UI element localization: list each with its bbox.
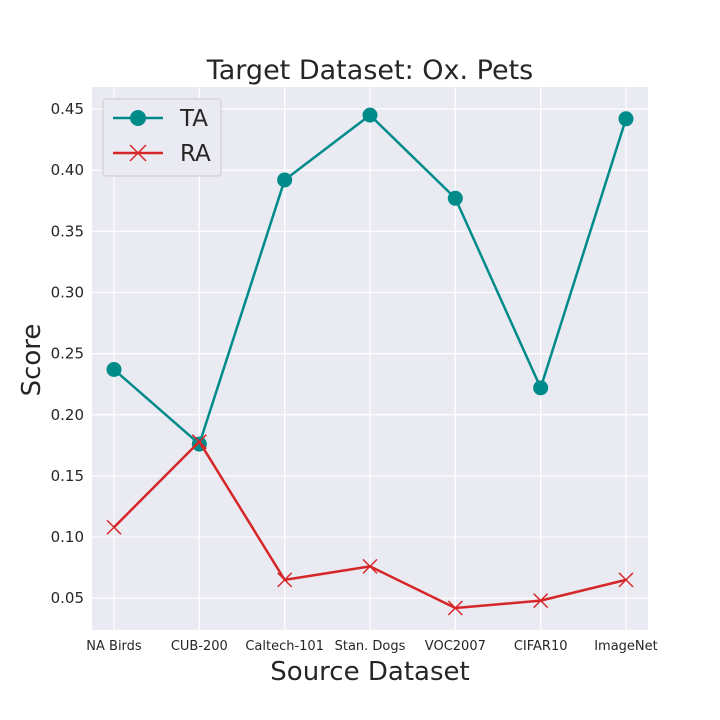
data-point <box>277 172 293 188</box>
data-point <box>106 519 122 535</box>
y-tick-label: 0.20 <box>51 406 84 424</box>
chart-title: Target Dataset: Ox. Pets <box>206 55 534 86</box>
y-tick-label: 0.45 <box>51 100 84 118</box>
y-axis-label: Score <box>17 324 47 397</box>
x-ticks: NA Birds CUB-200 Caltech-101 Stan. Dogs VOC2… <box>86 639 657 654</box>
data-point <box>533 380 549 396</box>
y-tick-label: 0.15 <box>51 467 84 485</box>
y-tick-label: 0.30 <box>51 283 84 301</box>
x-tick-label: ImageNet <box>594 639 658 654</box>
y-ticks: 0.05 0.10 0.15 0.20 0.25 0.30 0.35 0.40 0.45 <box>51 100 84 607</box>
data-point <box>106 362 122 378</box>
x-tick-label: VOC2007 <box>425 639 486 654</box>
x-tick-label: CIFAR10 <box>514 639 568 654</box>
legend-label-ra: RA <box>180 141 211 167</box>
data-point <box>362 107 378 123</box>
data-point <box>191 434 207 450</box>
x-tick-label: CUB-200 <box>171 639 228 654</box>
legend-marker-ra <box>129 144 147 162</box>
y-tick-label: 0.25 <box>51 345 84 363</box>
x-axis-label: Source Dataset <box>270 657 469 687</box>
data-point <box>362 558 378 574</box>
data-point <box>447 190 463 206</box>
x-tick-label: Caltech-101 <box>245 639 324 654</box>
x-tick-label: NA Birds <box>86 639 142 654</box>
y-tick-label: 0.05 <box>51 589 84 607</box>
legend: TA RA <box>102 98 222 177</box>
legend-label-ta: TA <box>179 106 208 132</box>
grid <box>92 87 648 630</box>
series-ra <box>106 434 634 616</box>
legend-marker-ta <box>130 110 146 126</box>
y-tick-label: 0.10 <box>51 528 84 546</box>
y-tick-label: 0.35 <box>51 222 84 240</box>
data-point <box>618 111 634 127</box>
data-point <box>277 572 293 588</box>
data-point <box>447 600 463 616</box>
series-layer <box>106 107 634 616</box>
data-point <box>533 593 549 609</box>
x-tick-label: Stan. Dogs <box>335 639 406 654</box>
data-point <box>618 572 634 588</box>
y-tick-label: 0.40 <box>51 161 84 179</box>
